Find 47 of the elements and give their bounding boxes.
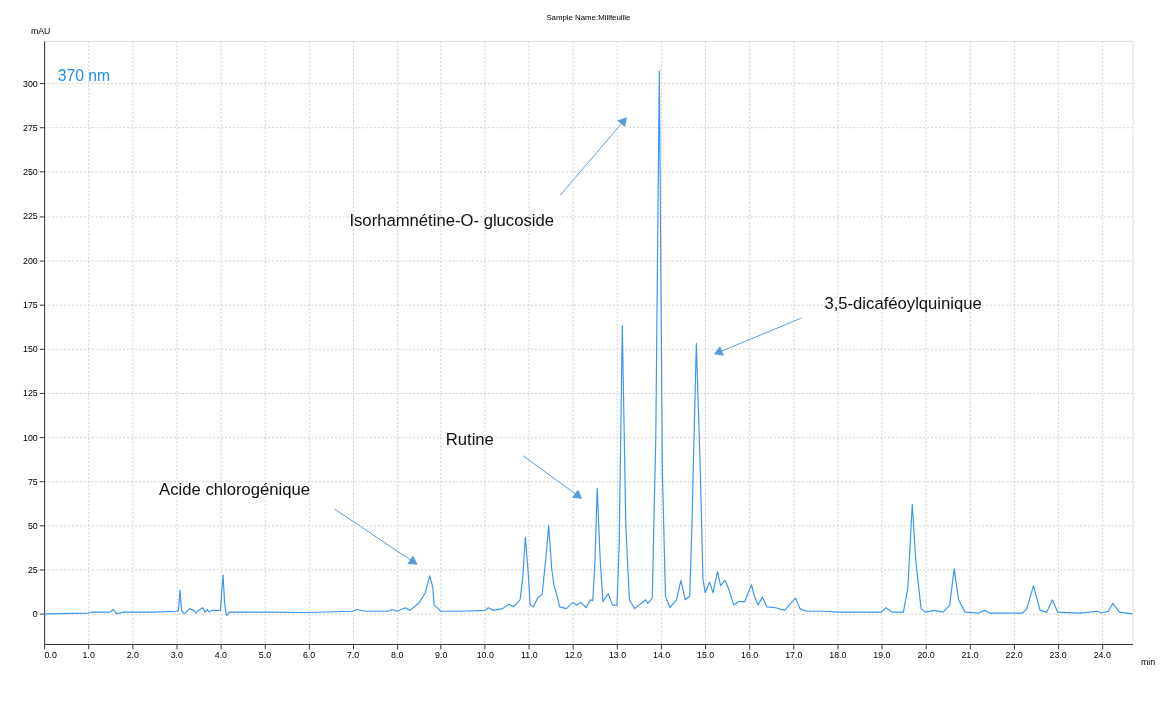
x-tick-label: 23.0 bbox=[1049, 650, 1067, 661]
x-tick-label: 18.0 bbox=[829, 650, 847, 661]
x-tick-label: 4.0 bbox=[214, 650, 228, 661]
x-tick-label: 13.0 bbox=[608, 650, 627, 661]
x-axis-title: min bbox=[1140, 657, 1156, 668]
x-tick-label: 2.0 bbox=[126, 650, 139, 661]
annotation: 3,5-dicaféoylquinique bbox=[824, 294, 982, 314]
y-tick-label: 0 bbox=[32, 609, 38, 620]
y-tick-label: 200 bbox=[23, 255, 38, 266]
annotation: Isorhamnétine-O- glucoside bbox=[349, 210, 555, 230]
y-tick-label: 300 bbox=[23, 78, 38, 89]
y-tick-label: 50 bbox=[27, 520, 38, 531]
x-tick-label: 15.0 bbox=[697, 650, 715, 661]
x-tick-label: 7.0 bbox=[346, 650, 360, 661]
x-tick-label: 8.0 bbox=[391, 650, 404, 661]
x-tick-label: 11.0 bbox=[521, 650, 538, 661]
x-tick-label: 14.0 bbox=[652, 650, 671, 661]
line-series bbox=[43, 70, 1134, 617]
x-tick-label: 5.0 bbox=[258, 650, 272, 661]
y-tick-label: 225 bbox=[23, 211, 38, 222]
x-tick-label: 3.0 bbox=[170, 650, 184, 661]
y-tick-label: 75 bbox=[27, 476, 38, 487]
x-tick-label: 21.0 bbox=[961, 650, 979, 661]
x-tick-label: 12.0 bbox=[564, 650, 583, 661]
x-tick-label: 20.0 bbox=[917, 650, 935, 661]
x-tick-label: 17.0 bbox=[785, 650, 803, 661]
y-tick-label: 125 bbox=[23, 388, 38, 399]
y-tick-label: 100 bbox=[23, 432, 38, 443]
x-tick-label: 0.0 bbox=[44, 650, 57, 661]
y-tick-label: 25 bbox=[27, 565, 38, 576]
annotation: 370 nm bbox=[57, 67, 111, 85]
y-tick-label: 250 bbox=[23, 167, 38, 178]
x-tick-label: 6.0 bbox=[302, 650, 316, 661]
x-tick-label: 16.0 bbox=[741, 650, 759, 661]
y-tick-label: 275 bbox=[23, 123, 38, 134]
x-tick-label: 19.0 bbox=[873, 650, 891, 661]
x-tick-label: 9.0 bbox=[435, 650, 448, 661]
chart-title: Sample Name:Millfeuille bbox=[546, 13, 631, 23]
x-tick-label: 10.0 bbox=[476, 650, 494, 661]
annotation: Acide chlorogénique bbox=[159, 479, 311, 499]
annotation: Rutine bbox=[445, 430, 494, 450]
x-tick-label: 22.0 bbox=[1005, 650, 1023, 661]
y-tick-label: 150 bbox=[23, 344, 38, 355]
x-tick-label: 1.0 bbox=[82, 650, 95, 661]
y-axis-title: mAU bbox=[30, 25, 51, 36]
y-tick-label: 175 bbox=[23, 299, 38, 310]
x-tick-label: 24.0 bbox=[1093, 650, 1111, 661]
